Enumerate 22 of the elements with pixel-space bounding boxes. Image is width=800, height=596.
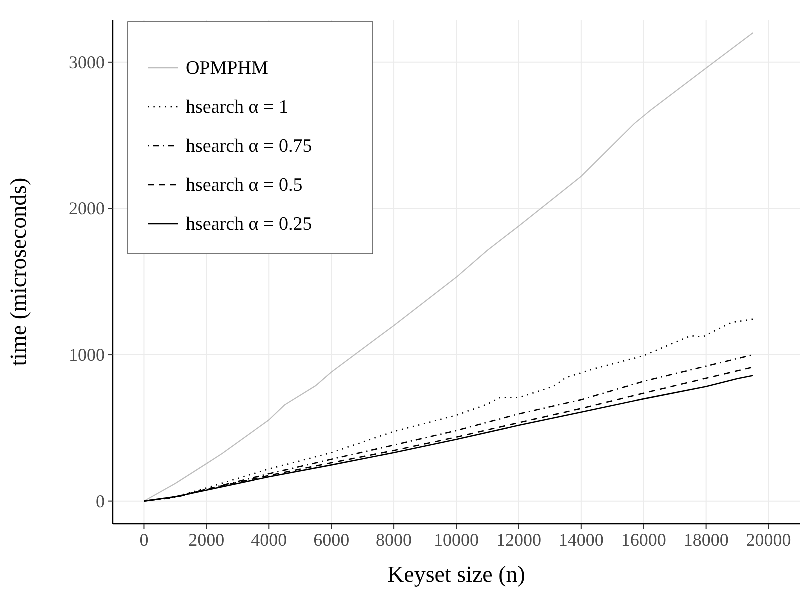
legend-label: hsearch α = 0.25 (186, 214, 312, 235)
x-tick-label: 16000 (621, 530, 666, 550)
y-tick-label: 1000 (69, 345, 105, 366)
y-tick-label: 3000 (69, 52, 105, 72)
x-tick-label: 0 (140, 530, 149, 550)
x-tick-label: 6000 (314, 530, 350, 550)
x-tick-label: 8000 (376, 530, 412, 550)
x-axis-title: Keyset size (n) (388, 562, 526, 587)
x-tick-label: 12000 (496, 530, 542, 550)
x-tick-label: 4000 (251, 530, 288, 550)
legend-label: OPMPHM (186, 58, 268, 79)
y-axis-title: time (microseconds) (6, 178, 31, 366)
x-tick-label: 18000 (684, 530, 729, 550)
legend-label: hsearch α = 0.75 (186, 136, 312, 157)
x-tick-label: 10000 (434, 530, 479, 550)
y-tick-label: 2000 (69, 198, 105, 219)
y-tick-label: 0 (96, 491, 105, 512)
x-tick-label: 20000 (746, 530, 792, 550)
legend-label: hsearch α = 1 (186, 97, 288, 118)
x-tick-label: 14000 (558, 530, 604, 550)
legend-label: hsearch α = 0.5 (186, 175, 303, 196)
x-tick-label: 2000 (188, 530, 225, 550)
